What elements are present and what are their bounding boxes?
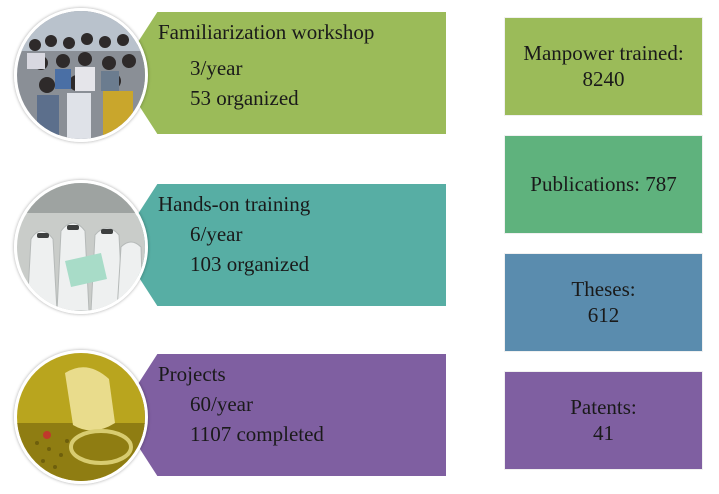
stat-label: Patents: (570, 395, 637, 420)
stat-box-theses: Theses: 612 (505, 254, 702, 351)
activity-rate: 3/year (190, 56, 243, 80)
stat-box-patents: Patents: 41 (505, 372, 702, 469)
cleanroom-training-photo (14, 180, 148, 314)
lab-project-photo (14, 350, 148, 484)
activity-rate: 60/year (190, 392, 253, 416)
stat-value: 612 (587, 302, 620, 327)
activity-title: Projects (158, 362, 226, 386)
stat-label: Publications: 787 (530, 171, 677, 196)
activity-total: 1107 completed (190, 422, 324, 446)
activity-arrow-training: Hands-on training 6/year 103 organized (118, 184, 446, 306)
stat-label: Theses: (571, 277, 636, 302)
stat-value: 8240 (582, 66, 625, 91)
activity-arrow-workshop: Familiarization workshop 3/year 53 organ… (118, 12, 446, 134)
stat-value: 41 (593, 420, 614, 445)
stat-label: Manpower trained: (523, 41, 684, 66)
stat-box-manpower: Manpower trained: 8240 (505, 18, 702, 115)
stat-box-publications: Publications: 787 (505, 136, 702, 233)
activity-arrow-projects: Projects 60/year 1107 completed (118, 354, 446, 476)
activity-title: Hands-on training (158, 192, 311, 216)
activity-total: 53 organized (190, 86, 299, 110)
activity-title: Familiarization workshop (158, 20, 375, 44)
activity-total: 103 organized (190, 252, 310, 276)
workshop-audience-photo (14, 8, 148, 142)
activity-rate: 6/year (190, 222, 243, 246)
